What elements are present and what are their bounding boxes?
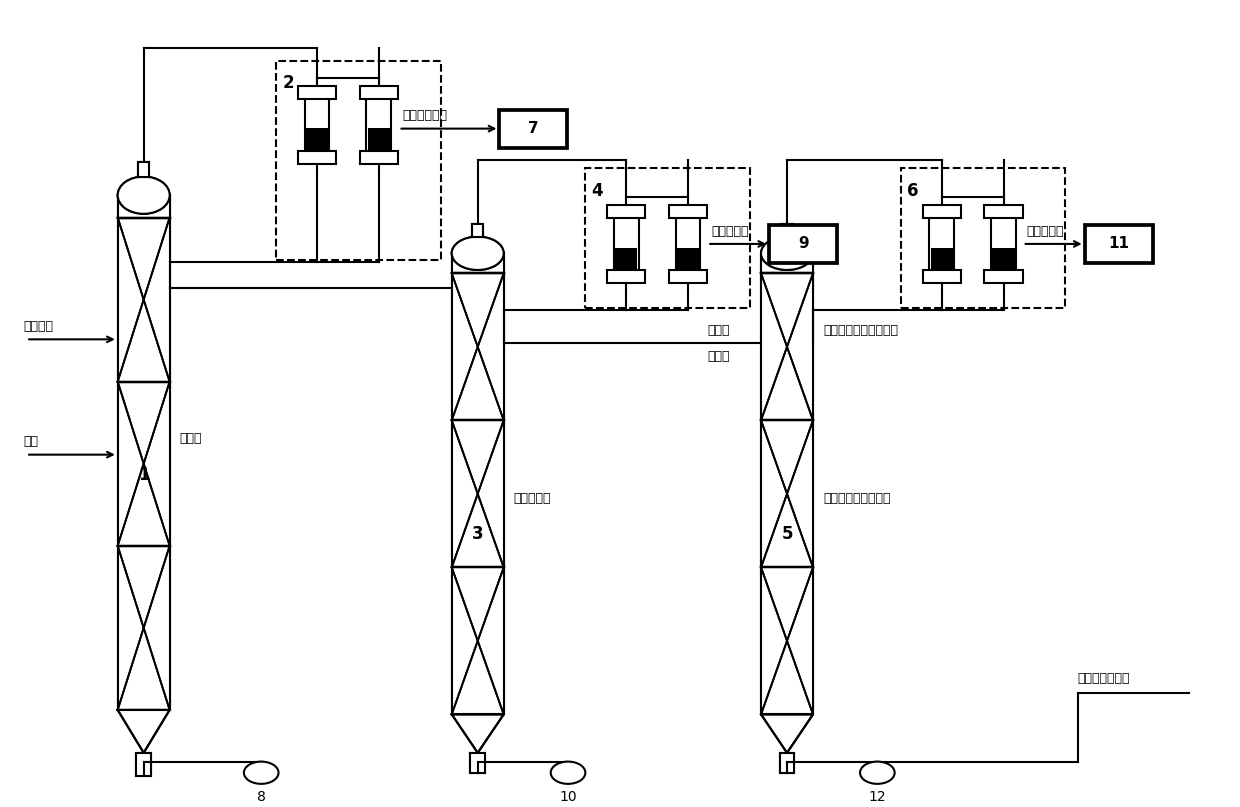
- Text: 10: 10: [559, 790, 577, 805]
- Text: 7: 7: [528, 121, 538, 136]
- Bar: [614, 211, 639, 277]
- Bar: [991, 211, 1016, 277]
- Text: 去亚磷酸二甲鈓接收罐: 去亚磷酸二甲鈓接收罐: [823, 324, 898, 337]
- Bar: [470, 753, 485, 773]
- Ellipse shape: [451, 236, 503, 270]
- Bar: [451, 274, 503, 714]
- Bar: [761, 274, 813, 714]
- Bar: [900, 169, 1065, 307]
- Text: 接收罐: 接收罐: [707, 350, 729, 363]
- Text: 11: 11: [1109, 236, 1130, 252]
- Bar: [306, 128, 329, 156]
- Bar: [360, 86, 398, 98]
- Ellipse shape: [761, 236, 813, 270]
- Ellipse shape: [118, 177, 170, 214]
- Text: 6: 6: [906, 182, 919, 199]
- Circle shape: [551, 762, 585, 784]
- Text: 9: 9: [797, 236, 808, 252]
- Bar: [118, 218, 170, 710]
- Bar: [367, 128, 389, 156]
- Bar: [668, 270, 707, 283]
- Bar: [615, 248, 637, 275]
- Bar: [668, 205, 707, 218]
- Bar: [585, 169, 750, 307]
- Bar: [769, 225, 837, 263]
- Bar: [451, 253, 503, 274]
- Bar: [780, 753, 795, 773]
- Bar: [118, 195, 170, 218]
- Bar: [780, 753, 795, 773]
- Text: 接真空系统: 接真空系统: [711, 224, 749, 237]
- Bar: [676, 211, 701, 277]
- Bar: [608, 205, 645, 218]
- Bar: [305, 92, 330, 157]
- Text: 接真空系统: 接真空系统: [1027, 224, 1064, 237]
- Bar: [472, 224, 484, 236]
- Text: 2: 2: [283, 74, 294, 92]
- Bar: [472, 224, 484, 236]
- Text: 12: 12: [868, 790, 887, 805]
- Bar: [781, 224, 792, 236]
- Bar: [500, 110, 568, 148]
- Bar: [761, 253, 813, 274]
- Bar: [992, 248, 1014, 275]
- Bar: [761, 274, 813, 714]
- Bar: [923, 270, 961, 283]
- Text: 3: 3: [472, 525, 484, 543]
- Polygon shape: [118, 710, 170, 753]
- Ellipse shape: [118, 177, 170, 214]
- Bar: [470, 753, 485, 773]
- Bar: [677, 248, 699, 275]
- Ellipse shape: [761, 236, 813, 270]
- Text: 8: 8: [257, 790, 265, 805]
- Bar: [929, 211, 954, 277]
- Polygon shape: [761, 714, 813, 753]
- Text: 5: 5: [781, 525, 792, 543]
- Text: 1: 1: [138, 466, 149, 483]
- Bar: [985, 270, 1023, 283]
- Bar: [608, 270, 645, 283]
- Ellipse shape: [451, 236, 503, 270]
- Circle shape: [244, 762, 279, 784]
- Bar: [923, 205, 961, 218]
- Polygon shape: [118, 710, 170, 753]
- Text: 反应塔: 反应塔: [180, 433, 202, 445]
- Bar: [136, 753, 151, 776]
- Bar: [366, 92, 391, 157]
- Bar: [360, 151, 398, 164]
- Bar: [1085, 225, 1153, 263]
- Circle shape: [861, 762, 895, 784]
- Bar: [138, 162, 149, 177]
- Bar: [277, 61, 440, 260]
- Text: 甲醇: 甲醇: [24, 435, 38, 448]
- Text: 去氯化氢吸收: 去氯化氢吸收: [402, 109, 448, 122]
- Text: 甲醇精馏塔: 甲醇精馏塔: [513, 492, 551, 505]
- Bar: [298, 151, 336, 164]
- Bar: [136, 753, 151, 776]
- Bar: [451, 253, 503, 274]
- Text: 亚磷酸二甲鈓精馏塔: 亚磷酸二甲鈓精馏塔: [823, 492, 890, 505]
- Polygon shape: [451, 714, 503, 753]
- Polygon shape: [451, 714, 503, 753]
- Bar: [451, 274, 503, 714]
- Bar: [930, 248, 952, 275]
- Bar: [118, 195, 170, 218]
- Bar: [761, 253, 813, 274]
- Bar: [138, 162, 149, 177]
- Bar: [985, 205, 1023, 218]
- Bar: [298, 86, 336, 98]
- Polygon shape: [761, 714, 813, 753]
- Bar: [781, 224, 792, 236]
- Text: 4: 4: [591, 182, 603, 199]
- Text: 三氯化磷: 三氯化磷: [24, 320, 53, 333]
- Text: 去亚磷酸接收罐: 去亚磷酸接收罐: [1078, 672, 1131, 685]
- Bar: [118, 218, 170, 710]
- Text: 去甲醇: 去甲醇: [707, 324, 729, 337]
